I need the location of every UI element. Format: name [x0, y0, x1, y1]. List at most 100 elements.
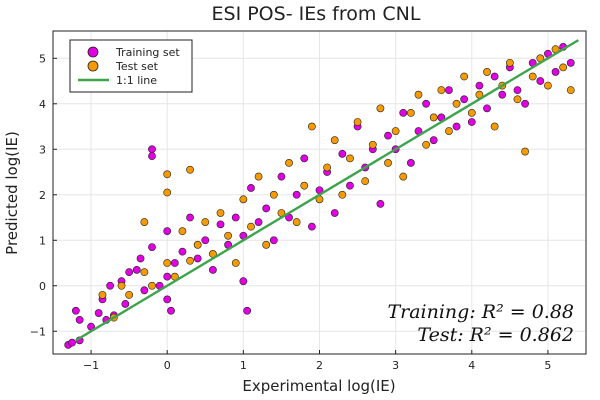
test-point: [376, 104, 385, 113]
reference-line: [75, 39, 580, 342]
axis-ticks: −1 0 1 2 3 4 5 −1 0 1 2 3 4 5: [30, 52, 552, 372]
test-point: [307, 122, 316, 131]
test-point: [186, 256, 194, 265]
test-point: [300, 181, 309, 190]
test-point: [437, 86, 446, 95]
test-point: [391, 127, 400, 135]
test-point: [429, 113, 438, 122]
test-point: [330, 136, 339, 145]
y-tick-label: −1: [30, 325, 46, 338]
x-tick-label: 4: [468, 359, 475, 372]
legend: Training set Test set 1:1 line: [69, 39, 193, 93]
training-point: [521, 99, 529, 108]
test-point: [201, 218, 210, 226]
test-point: [460, 72, 469, 81]
training-point: [338, 149, 347, 158]
training-point: [292, 190, 301, 199]
training-point: [231, 213, 240, 222]
chart-title: ESI POS- IEs from CNL: [212, 3, 421, 25]
test-point: [445, 127, 453, 135]
training-point: [243, 306, 252, 315]
test-point: [163, 188, 172, 197]
training-point: [452, 122, 461, 131]
x-tick-label: −1: [83, 359, 99, 372]
y-tick-label: 2: [39, 189, 46, 202]
test-point: [239, 195, 248, 204]
test-point: [544, 81, 552, 90]
test-point: [399, 172, 408, 181]
test-point: [186, 165, 194, 174]
legend-marker-training: [87, 46, 99, 58]
training-point: [68, 338, 76, 347]
training-point: [551, 68, 560, 76]
training-point: [178, 247, 187, 256]
training-point: [307, 222, 316, 231]
y-axis-label: Predicted log(IE): [3, 131, 21, 255]
training-point: [216, 220, 225, 229]
test-point: [125, 290, 134, 299]
test-point: [452, 99, 461, 108]
test-point: [490, 122, 499, 131]
y-tick-label: 3: [39, 143, 46, 156]
training-point: [513, 86, 522, 95]
test-point: [422, 140, 430, 149]
test-point: [353, 118, 362, 126]
training-point: [148, 243, 156, 251]
test-point: [163, 259, 172, 267]
test-point: [292, 218, 301, 226]
one-to-one-line: [75, 39, 580, 342]
training-point: [201, 236, 210, 245]
training-point: [300, 154, 309, 163]
training-point: [277, 172, 286, 181]
training-point: [125, 268, 134, 277]
y-tick-label: 5: [39, 52, 46, 65]
y-tick-label: 0: [39, 280, 46, 293]
legend-label-line: 1:1 line: [116, 74, 157, 87]
x-tick-label: 5: [544, 359, 551, 372]
test-point: [254, 172, 263, 181]
legend-marker-test: [87, 60, 99, 72]
test-point: [368, 140, 377, 149]
training-point: [566, 58, 575, 67]
test-point: [247, 222, 255, 231]
test-point: [193, 240, 202, 249]
x-tick-label: 2: [316, 359, 323, 372]
training-point: [536, 77, 545, 85]
training-point: [254, 218, 263, 226]
training-point: [132, 265, 141, 274]
training-point: [193, 254, 202, 263]
training-point: [399, 108, 408, 117]
training-point: [106, 281, 115, 290]
training-point: [406, 159, 415, 167]
training-point: [330, 209, 339, 217]
test-point: [140, 218, 149, 226]
training-point: [170, 259, 179, 267]
training-point: [163, 272, 172, 281]
x-tick-label: 0: [164, 359, 171, 372]
test-point: [513, 95, 522, 104]
y-tick-label: 1: [39, 234, 46, 247]
training-point: [148, 145, 156, 154]
test-point: [467, 108, 476, 117]
test-point: [361, 177, 370, 186]
training-point: [239, 277, 248, 286]
training-point: [163, 227, 172, 236]
test-point: [285, 159, 293, 167]
test-point: [384, 159, 392, 167]
training-point: [71, 306, 80, 315]
test-point: [148, 281, 156, 290]
training-point: [475, 81, 484, 90]
test-point: [269, 190, 278, 199]
test-point: [178, 227, 187, 236]
training-point: [346, 181, 354, 190]
test-point: [323, 163, 332, 172]
y-tick-label: 4: [39, 98, 46, 111]
training-point: [148, 152, 156, 161]
test-point: [224, 231, 233, 240]
training-point: [208, 265, 217, 274]
test-point: [406, 108, 415, 117]
training-point: [422, 99, 430, 108]
training-point: [167, 306, 175, 315]
training-point: [483, 104, 491, 113]
